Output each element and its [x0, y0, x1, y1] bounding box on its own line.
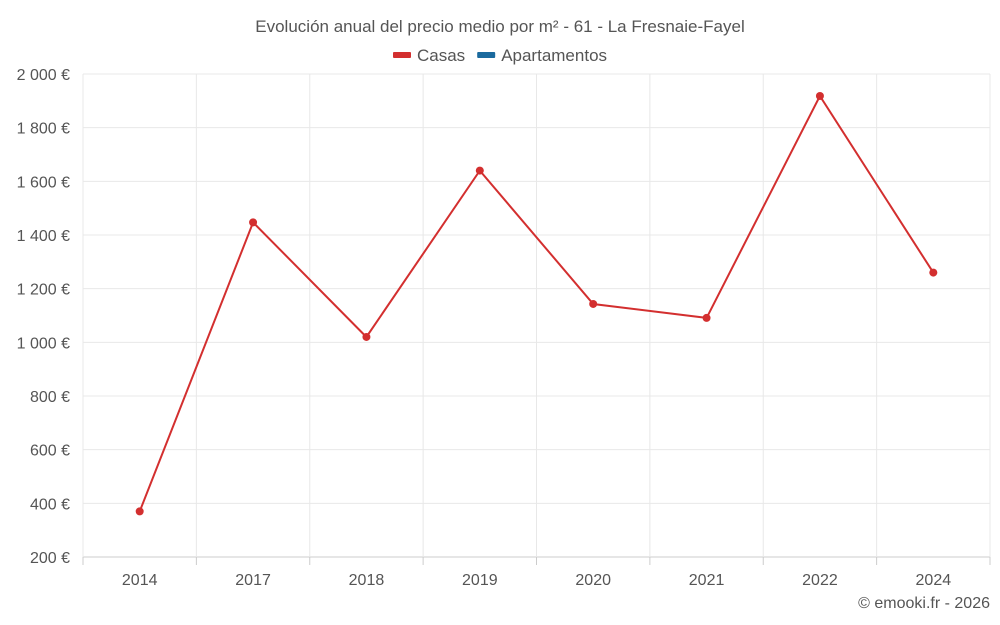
x-tick-label: 2021: [689, 572, 725, 589]
data-point[interactable]: [249, 218, 258, 227]
grid: [82, 73, 991, 558]
y-tick-label: 200 €: [30, 550, 70, 567]
y-tick-label: 600 €: [30, 443, 70, 460]
x-tick-label: 2017: [235, 572, 271, 589]
data-point[interactable]: [362, 332, 371, 341]
y-tick-label: 2 000 €: [17, 67, 70, 84]
y-axis: 200 € 400 € 600 € 800 € 1 000 € 1 200 € 1 400 …: [17, 67, 70, 567]
chart-title: Evolución anual del precio medio por m² …: [255, 17, 744, 36]
y-tick-label: 1 000 €: [17, 335, 70, 352]
x-tick-label: 2014: [122, 572, 158, 589]
y-tick-label: 1 400 €: [17, 228, 70, 245]
legend-item[interactable]: Casas: [393, 46, 465, 65]
data-point[interactable]: [589, 299, 598, 308]
x-axis: 2014 2017 2018 2019 2020 2021 2022 2024: [82, 557, 991, 589]
y-tick-label: 800 €: [30, 389, 70, 406]
data-point[interactable]: [702, 313, 711, 322]
data-point[interactable]: [929, 268, 938, 277]
data-point[interactable]: [475, 166, 484, 175]
x-tick-label: 2018: [349, 572, 385, 589]
x-tick-label: 2022: [802, 572, 838, 589]
data-point[interactable]: [815, 92, 824, 101]
x-tick-label: 2020: [575, 572, 611, 589]
y-tick-label: 1 600 €: [17, 174, 70, 191]
series-line-casas: [138, 93, 935, 512]
credit-text: © emooki.fr - 2026: [858, 595, 990, 612]
legend-label: Apartamentos: [501, 46, 607, 65]
legend-swatch: [477, 52, 496, 58]
data-point[interactable]: [135, 507, 144, 516]
y-tick-label: 1 200 €: [17, 282, 70, 299]
x-tick-label: 2024: [916, 572, 952, 589]
x-tick-label: 2019: [462, 572, 498, 589]
legend: Casas Apartamentos: [393, 46, 607, 65]
legend-label: Casas: [417, 46, 465, 65]
legend-swatch: [393, 52, 411, 58]
series-layer: [135, 92, 938, 516]
legend-item[interactable]: Apartamentos: [477, 46, 607, 65]
y-tick-label: 1 800 €: [17, 121, 70, 138]
y-tick-label: 400 €: [30, 496, 70, 513]
